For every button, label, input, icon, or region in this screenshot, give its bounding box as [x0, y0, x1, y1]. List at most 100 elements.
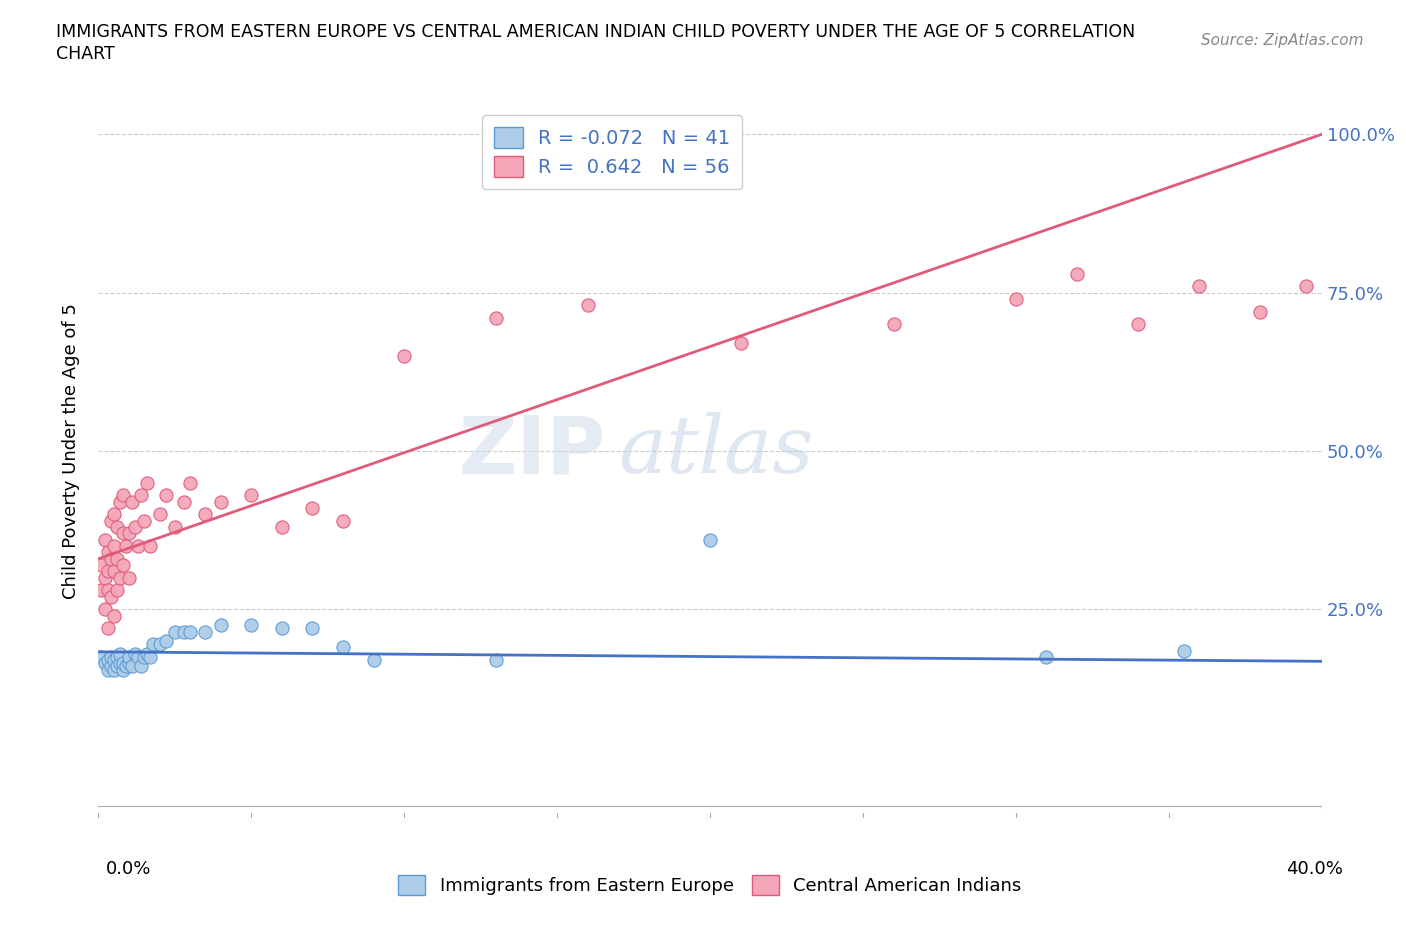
Point — [1066, 266, 1088, 281]
Point — [139, 649, 162, 664]
Text: CHART: CHART — [56, 45, 115, 62]
Point — [1035, 649, 1057, 664]
Point — [115, 659, 138, 674]
Point — [485, 311, 508, 325]
Point — [155, 488, 177, 503]
Point — [100, 551, 122, 566]
Point — [97, 564, 120, 578]
Point — [118, 570, 141, 585]
Point — [103, 538, 125, 553]
Point — [111, 656, 134, 671]
Point — [1249, 304, 1271, 319]
Point — [105, 551, 128, 566]
Point — [93, 656, 115, 671]
Point — [111, 526, 134, 541]
Point — [1173, 644, 1195, 658]
Point — [129, 659, 152, 674]
Point — [103, 564, 125, 578]
Point — [97, 621, 120, 636]
Point — [485, 653, 508, 668]
Point — [100, 659, 122, 674]
Point — [142, 637, 165, 652]
Point — [240, 488, 263, 503]
Point — [155, 633, 177, 648]
Point — [179, 475, 201, 490]
Point — [97, 653, 120, 668]
Point — [270, 621, 292, 636]
Point — [118, 656, 141, 671]
Y-axis label: Child Poverty Under the Age of 5: Child Poverty Under the Age of 5 — [62, 303, 80, 599]
Text: ZIP: ZIP — [458, 412, 606, 490]
Point — [97, 583, 120, 598]
Point — [127, 538, 149, 553]
Point — [209, 618, 232, 632]
Point — [139, 538, 162, 553]
Point — [105, 649, 128, 664]
Point — [90, 558, 112, 573]
Point — [111, 488, 134, 503]
Point — [129, 488, 152, 503]
Point — [124, 646, 146, 661]
Point — [883, 317, 905, 332]
Point — [209, 494, 232, 509]
Point — [163, 624, 186, 639]
Legend: Immigrants from Eastern Europe, Central American Indians: Immigrants from Eastern Europe, Central … — [391, 868, 1029, 902]
Point — [576, 298, 599, 312]
Point — [173, 494, 195, 509]
Point — [108, 646, 131, 661]
Point — [90, 583, 112, 598]
Point — [100, 513, 122, 528]
Point — [699, 532, 721, 547]
Point — [301, 621, 323, 636]
Point — [97, 545, 120, 560]
Point — [194, 624, 217, 639]
Point — [1295, 279, 1317, 294]
Point — [121, 494, 143, 509]
Point — [163, 520, 186, 535]
Point — [100, 590, 122, 604]
Point — [118, 649, 141, 664]
Point — [332, 513, 354, 528]
Point — [134, 649, 156, 664]
Text: atlas: atlas — [619, 412, 814, 490]
Point — [363, 653, 385, 668]
Point — [90, 649, 112, 664]
Point — [105, 659, 128, 674]
Point — [103, 608, 125, 623]
Point — [111, 558, 134, 573]
Text: IMMIGRANTS FROM EASTERN EUROPE VS CENTRAL AMERICAN INDIAN CHILD POVERTY UNDER TH: IMMIGRANTS FROM EASTERN EUROPE VS CENTRA… — [56, 23, 1136, 41]
Point — [194, 507, 217, 522]
Text: 40.0%: 40.0% — [1286, 860, 1343, 878]
Point — [115, 538, 138, 553]
Point — [118, 526, 141, 541]
Point — [149, 637, 172, 652]
Point — [179, 624, 201, 639]
Point — [93, 602, 115, 617]
Point — [103, 662, 125, 677]
Point — [173, 624, 195, 639]
Point — [134, 513, 156, 528]
Point — [105, 583, 128, 598]
Point — [108, 656, 131, 671]
Point — [136, 475, 159, 490]
Point — [124, 520, 146, 535]
Text: 0.0%: 0.0% — [105, 860, 150, 878]
Point — [127, 649, 149, 664]
Point — [103, 653, 125, 668]
Point — [270, 520, 292, 535]
Point — [730, 336, 752, 351]
Point — [103, 507, 125, 522]
Point — [392, 349, 416, 364]
Point — [1188, 279, 1211, 294]
Point — [108, 570, 131, 585]
Point — [332, 640, 354, 655]
Point — [93, 532, 115, 547]
Point — [97, 662, 120, 677]
Point — [240, 618, 263, 632]
Point — [105, 520, 128, 535]
Point — [100, 649, 122, 664]
Point — [1004, 292, 1026, 307]
Point — [121, 659, 143, 674]
Point — [149, 507, 172, 522]
Point — [1128, 317, 1150, 332]
